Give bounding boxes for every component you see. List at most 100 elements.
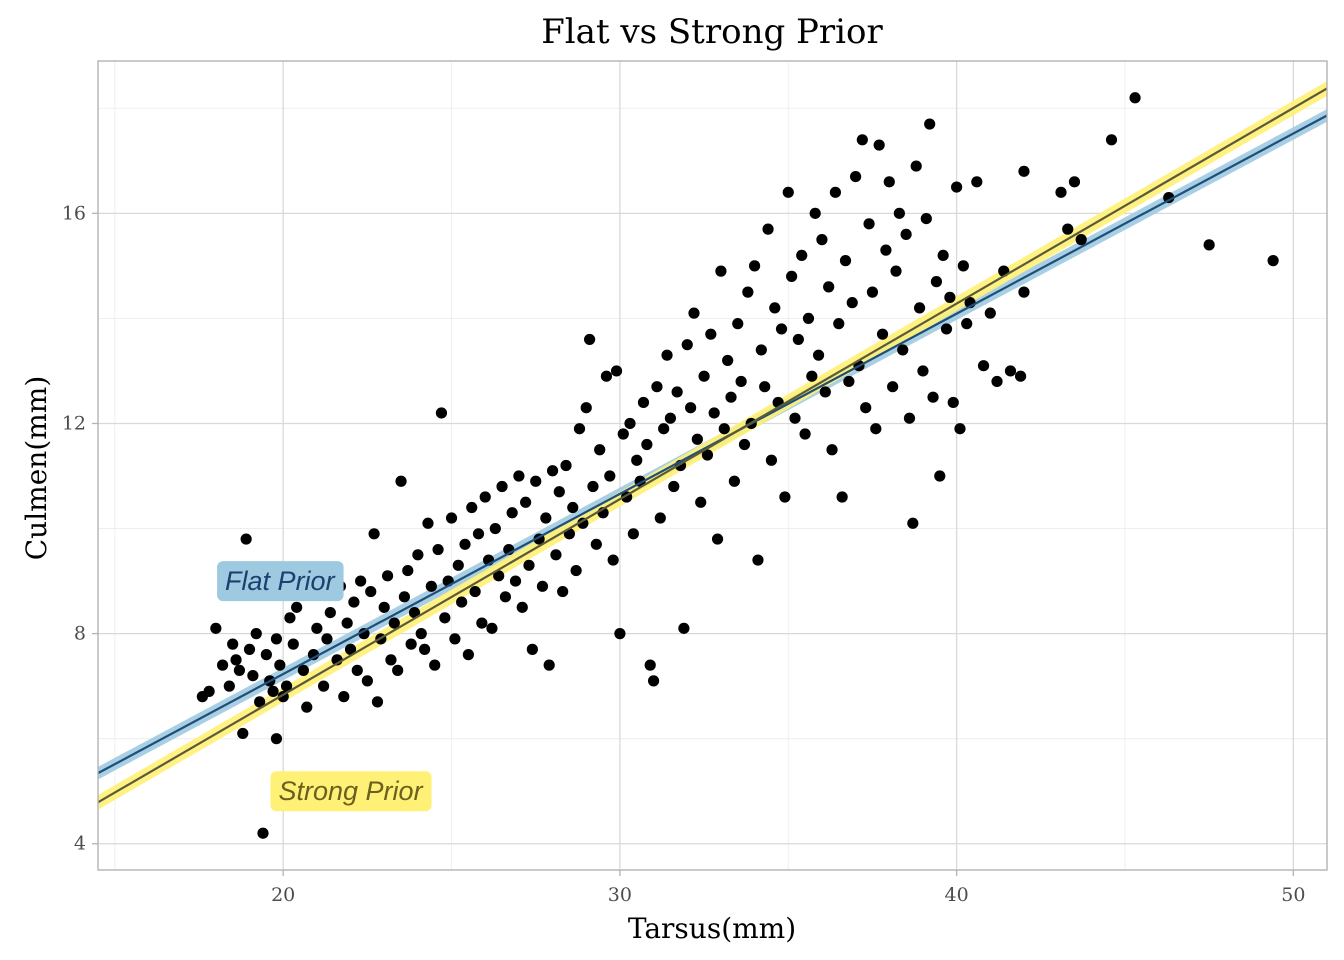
data-point [550,549,562,561]
data-point [243,643,256,655]
data-point [230,654,242,666]
data-points [196,92,1279,839]
annotation-strong-prior: Strong Prior [270,771,432,812]
data-point [698,370,710,382]
data-point [782,186,794,198]
data-point [961,318,973,330]
data-point [584,333,596,346]
data-point [647,675,660,687]
data-point [462,649,474,661]
data-point [361,675,373,687]
data-point [509,575,522,587]
data-point [937,249,949,261]
data-point [668,480,680,493]
annotation-flat-prior: Flat Prior [217,561,344,602]
data-point [671,386,683,398]
data-point [577,517,589,529]
data-point [725,391,737,403]
data-point [237,727,249,740]
data-point [1062,223,1074,235]
data-point [499,591,512,603]
data-point [624,417,636,430]
data-point [425,580,437,592]
data-point [1267,255,1279,267]
x-tick-label: 40 [945,884,969,906]
data-point [742,286,754,298]
data-point [570,564,582,577]
plot-panel [98,61,1327,870]
data-point [755,344,767,356]
x-tick-label: 50 [1281,884,1305,906]
data-point [893,207,905,219]
data-point [1014,370,1027,382]
data-point [388,617,400,629]
data-point [560,459,572,472]
y-tick-label: 12 [62,412,86,434]
data-point [553,486,565,498]
data-point [705,328,717,340]
data-point [466,501,478,514]
data-point [412,549,424,561]
data-point [520,496,532,508]
data-point [826,444,838,456]
data-point [317,680,330,692]
data-point [708,407,720,419]
x-axis-title: Tarsus(mm) [628,912,796,945]
x-axis-ticks: 20 30 40 50 [271,870,1305,906]
data-point [695,496,707,508]
data-point [738,438,751,451]
annotation-box [270,771,432,812]
data-point [930,276,943,288]
fit-lines [97,87,1328,804]
annotation-labels: Flat Prior Strong Prior [217,561,432,812]
data-point [924,118,936,130]
data-point [368,528,380,540]
data-point [526,643,538,655]
data-point [873,139,885,151]
data-point [496,480,508,493]
data-point [876,328,889,340]
data-point [701,449,714,461]
data-point [833,318,845,330]
data-point [469,585,481,598]
data-point [850,170,862,183]
data-point [631,454,643,466]
data-point [392,664,404,676]
data-point [358,628,370,640]
y-tick-label: 4 [74,833,86,855]
data-point [395,475,407,487]
data-point [489,522,501,535]
data-point [799,428,811,440]
data-point [408,606,421,619]
data-point [1018,286,1030,298]
data-point [405,638,417,650]
data-point [1203,239,1215,251]
data-point [637,396,650,409]
data-point [907,517,919,529]
data-point [257,827,269,839]
data-point [934,470,946,482]
data-point [823,281,835,293]
data-point [435,407,448,419]
data-point [678,622,690,634]
data-point [291,601,303,613]
data-point [371,696,384,708]
data-point [223,680,235,692]
data-point [870,423,882,435]
data-point [341,617,353,629]
data-point [971,176,983,188]
data-point [658,423,670,435]
y-tick-label: 16 [62,202,86,224]
data-point [664,412,677,424]
data-point [324,606,336,619]
data-point [216,659,229,671]
data-point [344,643,357,655]
data-point [472,528,485,540]
data-point [297,664,309,676]
data-point [459,538,471,550]
x-tick-label: 30 [608,884,632,906]
data-point [802,312,815,325]
data-point [546,465,559,477]
data-point [365,585,377,598]
